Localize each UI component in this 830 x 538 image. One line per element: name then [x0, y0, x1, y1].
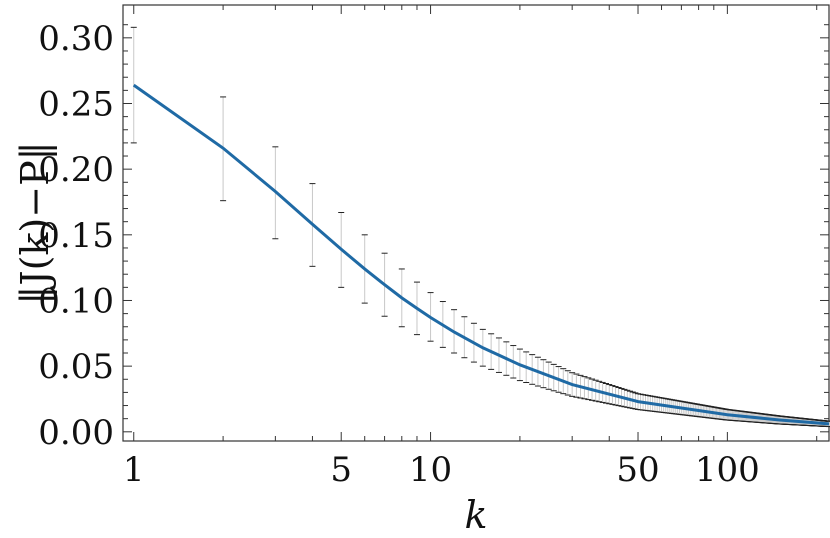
x-tick-label: 1 — [123, 450, 145, 490]
y-tick-label: 0.05 — [38, 347, 114, 387]
x-tick-label: 10 — [409, 450, 452, 490]
x-tick-label: 5 — [330, 450, 352, 490]
x-tick-label: 50 — [616, 450, 659, 490]
minor-ticks — [123, 5, 829, 441]
y-tick-label: 0.10 — [38, 281, 114, 321]
error-bars — [130, 26, 830, 428]
x-tick-label: 100 — [695, 450, 760, 490]
y-tick-label: 0.20 — [38, 150, 114, 190]
x-axis-label: k — [464, 493, 487, 537]
y-tick-label: 0.30 — [38, 19, 114, 59]
y-axis-ticks: 0.00 0.05 0.10 0.15 0.20 0.25 0.30 — [38, 19, 829, 453]
series-line — [132, 83, 830, 426]
y-axis-label: ‖J(k)−P‖ — [13, 141, 57, 304]
y-tick-label: 0.15 — [38, 216, 114, 256]
y-tick-label: 0.25 — [38, 84, 114, 124]
x-axis-ticks: 1 5 10 50 100 — [123, 5, 760, 490]
y-tick-label: 0.00 — [38, 413, 114, 453]
plot-frame — [122, 4, 830, 442]
